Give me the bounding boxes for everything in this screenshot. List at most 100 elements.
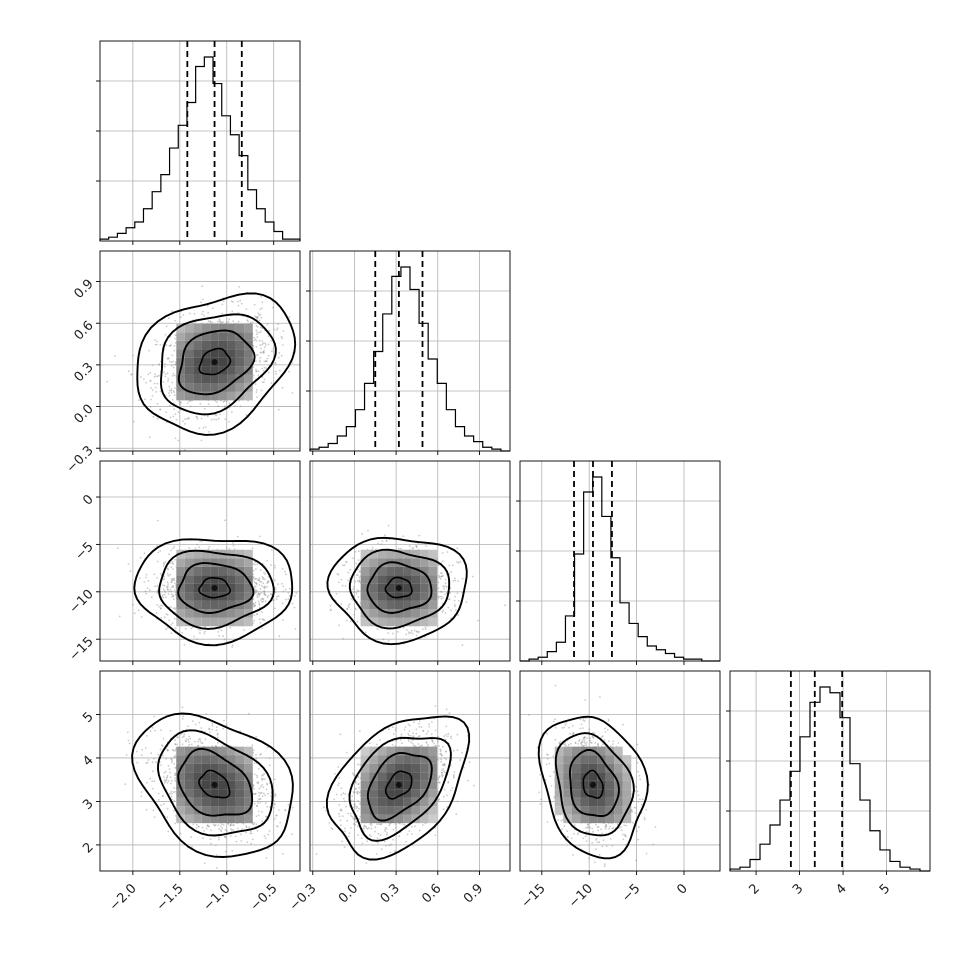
sample-point xyxy=(382,638,385,641)
sample-point xyxy=(170,578,173,580)
sample-point xyxy=(261,820,264,823)
sample-point xyxy=(164,770,167,773)
sample-point xyxy=(171,375,174,377)
sample-point xyxy=(259,313,262,316)
y-tick-label: −15 xyxy=(67,634,97,664)
sample-point xyxy=(178,403,181,406)
sample-point xyxy=(151,364,154,367)
sample-point xyxy=(163,593,166,596)
sample-point xyxy=(255,582,258,585)
sample-point xyxy=(213,418,216,421)
sample-point xyxy=(173,408,176,411)
sample-point xyxy=(166,585,169,588)
sample-point xyxy=(188,547,190,549)
density-cell xyxy=(184,374,194,384)
sample-point xyxy=(225,850,227,853)
sample-point xyxy=(450,571,453,573)
sample-point xyxy=(140,791,143,793)
sample-point xyxy=(355,562,357,565)
sample-point xyxy=(165,325,168,328)
sample-point xyxy=(145,573,148,576)
sample-point xyxy=(173,391,176,393)
sample-point xyxy=(354,580,357,583)
sample-point xyxy=(367,529,369,532)
sample-point xyxy=(219,413,221,416)
sample-point xyxy=(194,740,196,743)
sample-point xyxy=(377,542,379,545)
sample-point xyxy=(261,343,264,346)
density-cell xyxy=(176,391,185,401)
sample-point xyxy=(357,550,360,553)
sample-point xyxy=(156,340,158,343)
sample-point xyxy=(148,349,150,352)
density-cell xyxy=(210,391,219,401)
sample-point xyxy=(329,604,332,607)
density-cell xyxy=(210,575,219,584)
density-cell xyxy=(193,349,202,358)
sample-point xyxy=(174,342,177,344)
sample-point xyxy=(168,345,171,347)
sample-point xyxy=(291,392,294,394)
sample-point xyxy=(165,344,168,346)
sample-point xyxy=(335,592,338,595)
sample-point xyxy=(188,400,191,403)
density-cell xyxy=(201,391,211,401)
panel-frame xyxy=(99,250,301,452)
sample-point xyxy=(276,327,279,330)
sample-point xyxy=(221,827,224,830)
sample-point xyxy=(259,308,262,310)
sample-point xyxy=(159,748,162,751)
sample-point xyxy=(255,316,258,319)
sample-point xyxy=(261,618,264,620)
sample-point xyxy=(164,781,166,784)
sample-point xyxy=(284,570,286,573)
sample-point xyxy=(167,358,170,360)
sample-point xyxy=(170,361,173,364)
sample-point xyxy=(412,632,414,635)
sample-point xyxy=(172,563,175,565)
sample-point xyxy=(221,303,224,306)
density-cell xyxy=(218,383,228,392)
sample-point xyxy=(207,548,210,550)
sample-point xyxy=(253,773,256,776)
sample-point xyxy=(259,356,262,359)
sample-point xyxy=(264,360,267,363)
sample-point xyxy=(253,585,256,588)
sample-point xyxy=(217,631,220,633)
sample-point xyxy=(181,631,184,634)
sample-point xyxy=(437,581,440,584)
sample-point xyxy=(440,598,443,600)
sample-point xyxy=(254,577,257,580)
density-cell xyxy=(218,323,228,333)
density-cell xyxy=(193,340,202,350)
sample-point xyxy=(129,570,132,573)
sample-point xyxy=(253,604,256,607)
sample-point xyxy=(444,593,446,596)
sample-point xyxy=(167,593,170,595)
density-cell xyxy=(184,366,194,375)
sample-point xyxy=(355,591,358,594)
sample-point xyxy=(218,836,220,839)
sample-point xyxy=(246,319,249,321)
sample-point xyxy=(204,426,207,428)
sample-point xyxy=(172,586,175,588)
sample-point xyxy=(278,635,281,638)
sample-point xyxy=(220,629,223,632)
sample-point xyxy=(357,559,360,562)
sample-point xyxy=(266,746,269,749)
sample-point xyxy=(192,823,195,825)
sample-point xyxy=(169,389,171,392)
sample-point xyxy=(397,547,400,550)
sample-point xyxy=(262,598,264,600)
sample-point xyxy=(176,743,179,746)
sample-point xyxy=(277,583,279,586)
sample-point xyxy=(220,322,222,325)
sample-point xyxy=(357,590,360,592)
sample-point xyxy=(179,401,181,403)
density-cell xyxy=(227,357,236,367)
scatter-panel: −15−10−50 xyxy=(67,460,301,665)
sample-point xyxy=(278,351,281,354)
sample-point xyxy=(440,575,443,578)
sample-point xyxy=(338,581,340,584)
sample-point xyxy=(340,603,343,605)
